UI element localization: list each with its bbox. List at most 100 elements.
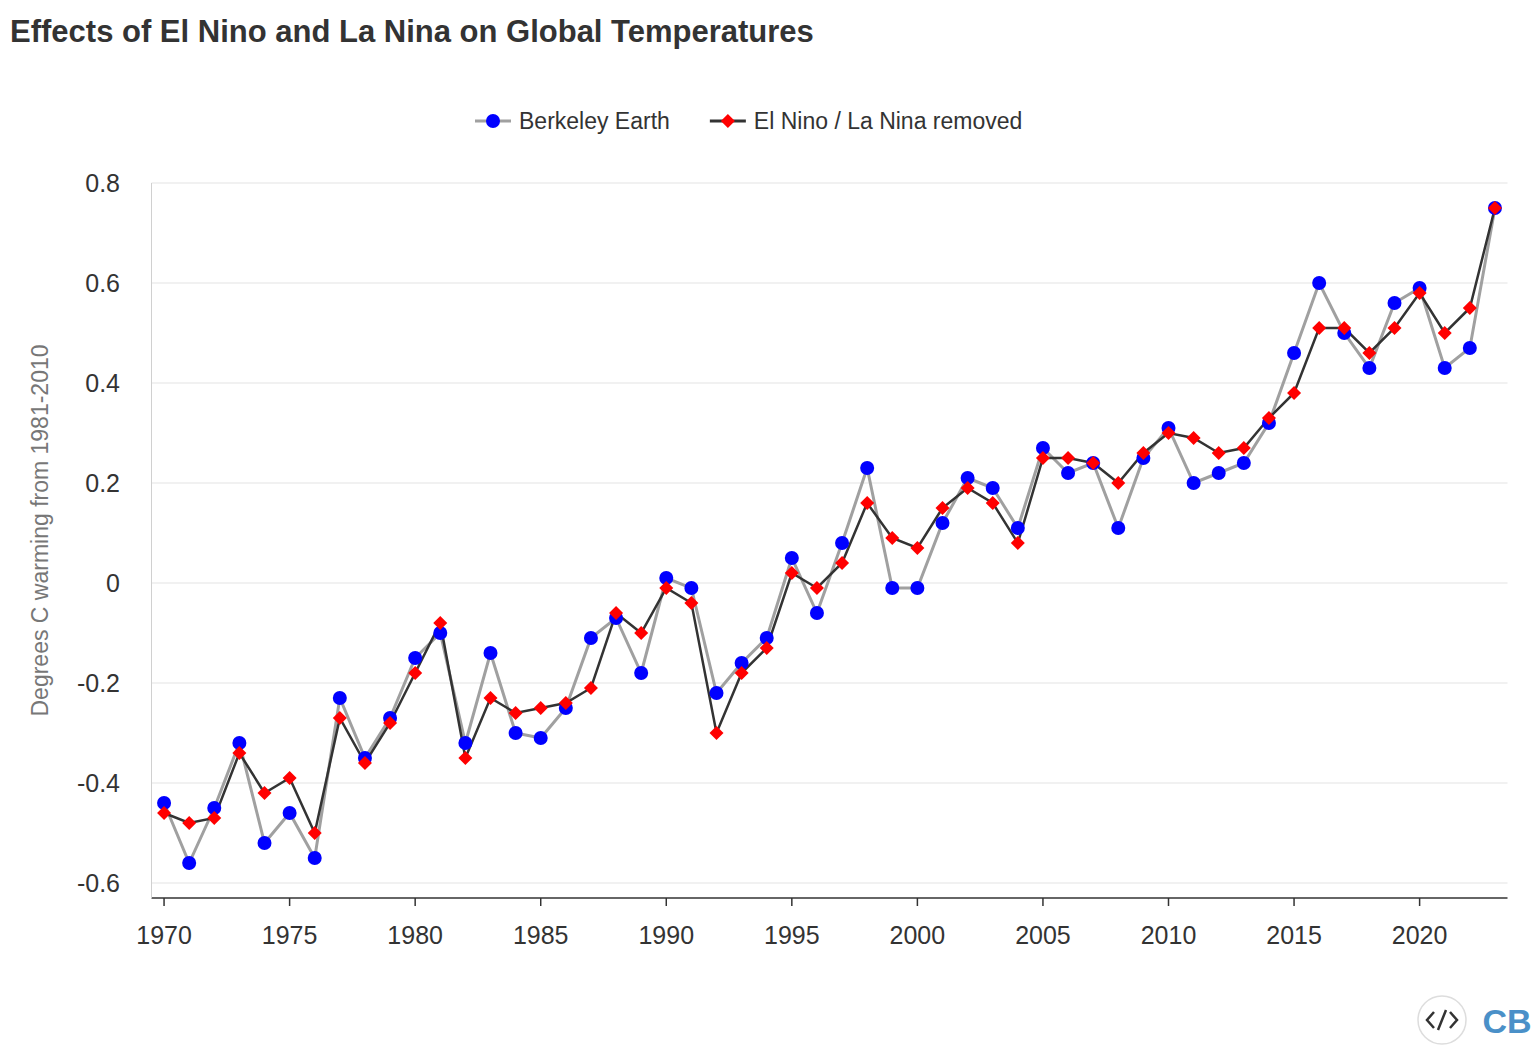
data-point — [458, 751, 472, 765]
data-point — [1438, 361, 1452, 375]
data-point — [634, 666, 648, 680]
data-point — [1187, 431, 1201, 445]
data-point — [484, 646, 498, 660]
y-tick-label: -0.6 — [77, 869, 120, 897]
x-tick — [1293, 898, 1295, 906]
data-point — [986, 481, 1000, 495]
legend: Berkeley EarthEl Nino / La Nina removed — [475, 108, 1022, 134]
data-point — [710, 686, 724, 700]
y-axis — [151, 183, 152, 898]
data-point — [559, 696, 573, 710]
data-point — [735, 666, 749, 680]
data-point — [1488, 201, 1502, 215]
data-point — [710, 726, 724, 740]
data-point — [383, 716, 397, 730]
grid-line — [152, 183, 1508, 184]
y-tick-label: 0.8 — [85, 169, 120, 197]
x-axis — [152, 897, 1508, 899]
y-tick-label: 0.4 — [85, 369, 120, 397]
y-tick-label: -0.2 — [77, 669, 120, 697]
y-tick-label: 0 — [106, 569, 120, 597]
data-point — [1413, 286, 1427, 300]
data-point — [1388, 296, 1402, 310]
x-tick — [163, 898, 165, 906]
logo: CB — [1482, 1002, 1531, 1040]
grid-line — [152, 583, 1508, 584]
data-point — [458, 736, 472, 750]
data-point — [258, 786, 272, 800]
data-point — [1086, 456, 1100, 470]
data-point — [835, 536, 849, 550]
data-point — [1086, 456, 1100, 470]
y-axis-label: Degrees C warming from 1981-2010 — [27, 344, 53, 716]
data-point — [358, 756, 372, 770]
data-point — [885, 531, 899, 545]
data-point — [609, 606, 623, 620]
data-point — [860, 461, 874, 475]
grid-line — [152, 783, 1508, 784]
grid-line — [152, 283, 1508, 284]
plot-area — [157, 201, 1502, 870]
data-point — [634, 626, 648, 640]
data-point — [1111, 476, 1125, 490]
data-point — [1036, 451, 1050, 465]
data-point — [1212, 466, 1226, 480]
data-point — [1312, 276, 1326, 290]
data-point — [1111, 521, 1125, 535]
data-point — [1011, 521, 1025, 535]
x-tick — [1419, 898, 1421, 906]
data-point — [509, 726, 523, 740]
data-point — [1061, 451, 1075, 465]
data-point — [308, 851, 322, 865]
data-point — [1287, 386, 1301, 400]
data-point — [1262, 411, 1276, 425]
title: Effects of El Nino and La Nina on Global… — [10, 14, 814, 49]
grid-line — [152, 383, 1508, 384]
legend-label: Berkeley Earth — [519, 108, 670, 134]
data-point — [584, 631, 598, 645]
legend-marker — [721, 114, 735, 128]
y-tick-label: 0.2 — [85, 469, 120, 497]
data-point — [232, 746, 246, 760]
data-point — [509, 706, 523, 720]
data-point — [1237, 441, 1251, 455]
data-point — [1061, 466, 1075, 480]
x-tick-label: 1970 — [136, 921, 192, 949]
data-point — [433, 616, 447, 630]
data-point — [936, 516, 950, 530]
x-tick — [666, 898, 668, 906]
x-tick — [289, 898, 291, 906]
x-tick-label: 1995 — [764, 921, 820, 949]
data-point — [1463, 301, 1477, 315]
data-point — [760, 641, 774, 655]
grid-line — [152, 483, 1508, 484]
x-tick-label: 2020 — [1392, 921, 1448, 949]
data-point — [1362, 361, 1376, 375]
x-tick — [414, 898, 416, 906]
data-point — [484, 691, 498, 705]
x-tick-label: 1985 — [513, 921, 569, 949]
data-point — [1237, 456, 1251, 470]
data-point — [1312, 321, 1326, 335]
x-tick-label: 1975 — [262, 921, 318, 949]
x-tick — [1042, 898, 1044, 906]
x-tick-label: 2000 — [890, 921, 946, 949]
x-tick-label: 1980 — [387, 921, 443, 949]
data-point — [283, 771, 297, 785]
data-point — [1438, 326, 1452, 340]
grid-line — [152, 883, 1508, 884]
data-point — [810, 581, 824, 595]
data-point — [534, 701, 548, 715]
x-tick-label: 2010 — [1141, 921, 1197, 949]
data-point — [182, 856, 196, 870]
x-tick-label: 2005 — [1015, 921, 1071, 949]
data-point — [283, 806, 297, 820]
data-point — [961, 481, 975, 495]
series-line — [164, 208, 1495, 863]
data-point — [785, 566, 799, 580]
data-point — [684, 581, 698, 595]
data-point — [408, 651, 422, 665]
data-point — [258, 836, 272, 850]
data-point — [333, 691, 347, 705]
data-point — [1488, 201, 1502, 215]
